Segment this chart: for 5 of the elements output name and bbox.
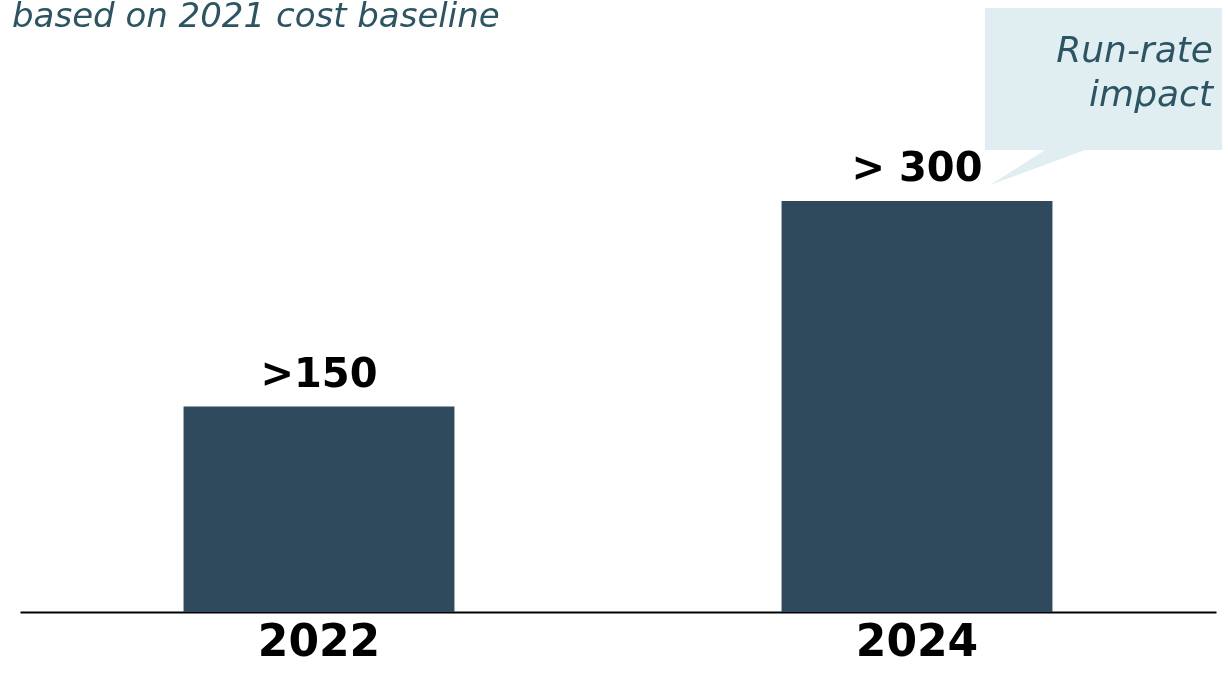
x-tick-label: 2022	[257, 614, 381, 666]
data-label: >150	[260, 349, 378, 396]
data-label: > 300	[851, 144, 983, 190]
x-tick-label: 2024	[855, 614, 979, 666]
chart-title: based on 2021 cost baseline	[12, 0, 500, 35]
